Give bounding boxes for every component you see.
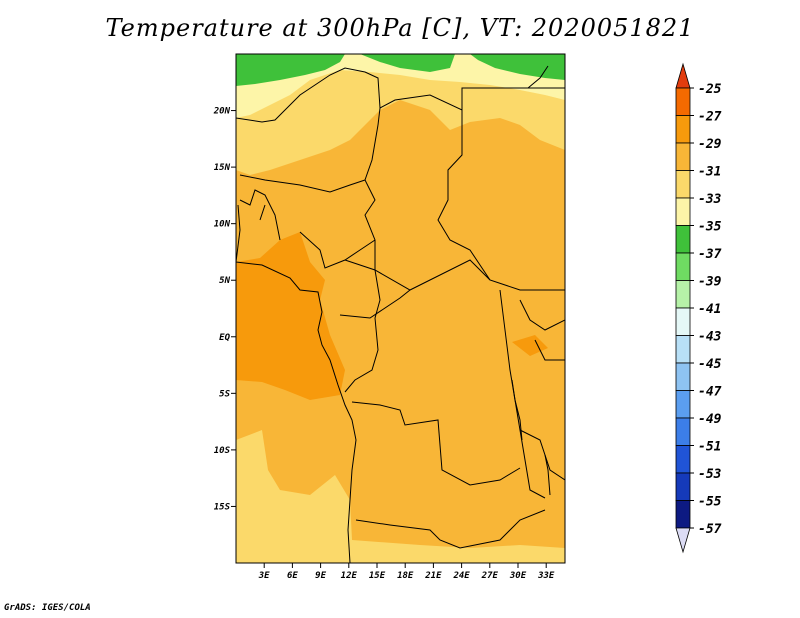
border-zambia-namibia	[355, 509, 546, 549]
longitude-axis: 3E 6E 9E 12E 15E 18E 21E 24E 27E 30E 33E	[258, 563, 555, 581]
grads-credit: GrADS: IGES/COLA	[4, 603, 91, 613]
red-sea-coast	[527, 65, 549, 89]
colorbar-label: -33	[698, 192, 722, 207]
colorbar: -25 -27 -29 -31 -33 -35 -37 -39 -41 -43 -45 -47 -49 -…	[675, 62, 722, 554]
colorbar-swatch	[675, 87, 691, 116]
field-band-29-east	[512, 335, 548, 356]
colorbar-label: -47	[698, 385, 722, 400]
lat-tick-label: 10S	[214, 446, 231, 456]
colorbar-swatch	[675, 225, 691, 254]
colorbar-swatch	[675, 170, 691, 199]
colorbar-label: -43	[698, 330, 722, 345]
colorbar-bottom-arrow	[675, 527, 691, 554]
colorbar-swatch	[675, 335, 691, 364]
colorbar-swatch	[675, 142, 691, 171]
lon-tick-label: 6E	[287, 571, 298, 581]
field-band-37-east	[470, 54, 565, 80]
lat-tick-label: 15N	[214, 163, 231, 173]
colorbar-swatch	[675, 390, 691, 419]
border-nigeria-cameroon	[299, 231, 376, 269]
colorbar-label: -31	[698, 165, 721, 180]
field-band-29	[236, 232, 345, 400]
colorbar-top-arrow	[675, 62, 691, 89]
colorbar-label: -41	[698, 302, 721, 317]
colorbar-swatch	[675, 472, 691, 501]
colorbar-swatch	[675, 417, 691, 446]
lat-tick-label: 20N	[213, 107, 231, 117]
lat-tick-label: 5N	[219, 276, 230, 286]
lake-tanganyika	[511, 379, 523, 441]
border-west-africa	[239, 189, 281, 241]
lon-tick-label: 15E	[369, 571, 386, 581]
field-band-37-west	[236, 54, 345, 86]
colorbar-swatch	[675, 362, 691, 391]
colorbar-label: -37	[698, 247, 722, 262]
border-sahara-north	[236, 67, 381, 126]
colorbar-label: -25	[698, 82, 722, 97]
lat-tick-label: 15S	[214, 502, 231, 512]
colorbar-swatch	[675, 115, 691, 144]
lon-tick-label: 12E	[341, 571, 358, 581]
colorbar-label: -51	[698, 440, 721, 455]
temperature-field	[236, 54, 565, 563]
lat-tick-label: 5S	[219, 389, 230, 399]
lon-tick-label: 30E	[509, 571, 527, 581]
colorbar-label: -55	[698, 495, 722, 510]
country-borders	[236, 65, 565, 563]
colorbar-label: -27	[698, 110, 722, 125]
border-libya-egypt	[379, 87, 565, 111]
lon-tick-label: 3E	[258, 571, 270, 581]
border-car	[344, 259, 491, 291]
latitude-axis: 20N 15N 10N 5N EQ 5S 10S 15S	[213, 107, 236, 512]
colorbar-label: -45	[698, 357, 722, 372]
lon-tick-label: 24E	[452, 571, 470, 581]
colorbar-label: -49	[698, 412, 722, 427]
colorbar-swatch	[675, 197, 691, 226]
colorbar-swatch	[675, 500, 691, 529]
colorbar-swatch	[675, 252, 691, 281]
border-sudan-east	[437, 110, 565, 291]
chart-title: Temperature at 300hPa [C], VT: 202005182…	[105, 14, 695, 42]
map-frame	[235, 53, 566, 564]
coastline-west	[236, 204, 357, 563]
colorbar-label: -53	[698, 467, 722, 482]
lat-tick-label: 10N	[214, 220, 231, 230]
lake-nyasa	[544, 454, 551, 496]
colorbar-swatch	[675, 445, 691, 474]
border-niger-nigeria	[239, 174, 366, 193]
border-drc-east	[499, 289, 546, 499]
border-congo-drc	[339, 289, 411, 393]
border-chad-sudan	[364, 124, 381, 319]
lon-tick-label: 27E	[481, 571, 499, 581]
colorbar-label: -35	[698, 220, 722, 235]
field-band-37-mid	[360, 54, 455, 72]
colorbar-swatch	[675, 280, 691, 309]
colorbar-swatch	[675, 307, 691, 336]
lon-tick-label: 18E	[397, 571, 414, 581]
colorbar-label: -39	[698, 275, 722, 290]
lon-tick-label: 9E	[315, 571, 326, 581]
border-angola	[351, 401, 521, 486]
lat-tick-label: EQ	[219, 333, 230, 343]
colorbar-label: -29	[698, 137, 722, 152]
lon-tick-label: 21E	[424, 571, 442, 581]
lon-tick-label: 33E	[537, 571, 555, 581]
colorbar-label: -57	[698, 522, 722, 537]
field-band-33-south	[236, 430, 565, 563]
